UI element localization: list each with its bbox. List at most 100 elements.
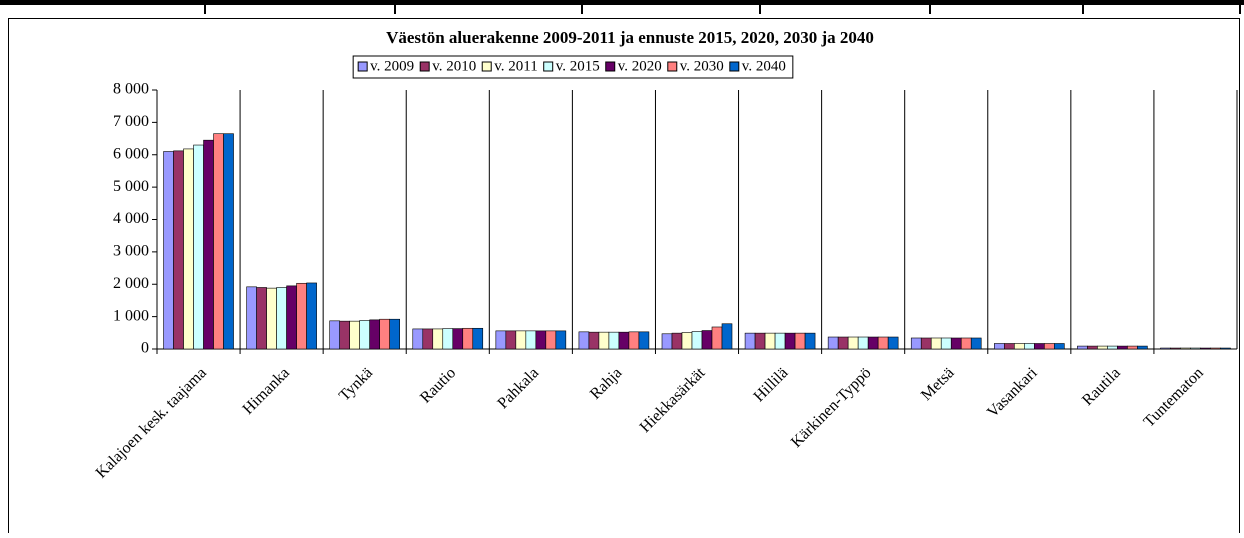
bar — [960, 337, 972, 350]
bar — [472, 327, 484, 350]
bar — [764, 332, 776, 350]
bar — [628, 331, 640, 350]
bar — [711, 326, 723, 350]
bar — [1087, 345, 1098, 350]
bar — [256, 287, 267, 350]
bar — [505, 330, 517, 350]
bar — [1034, 343, 1045, 350]
y-tick-label: 3 000 — [113, 243, 149, 260]
y-tick-label: 8 000 — [113, 81, 149, 98]
legend-box — [352, 55, 794, 79]
bar — [1117, 345, 1128, 350]
bar — [545, 330, 557, 350]
legend-label: v. 2040 — [742, 58, 786, 74]
bar — [827, 336, 839, 350]
bar — [1127, 345, 1138, 350]
chart-title: Väestön aluerakenne 2009-2011 ja ennuste… — [386, 28, 874, 47]
bar — [887, 336, 899, 350]
bar — [588, 331, 600, 350]
bar — [276, 287, 287, 350]
bar — [1077, 345, 1088, 350]
legend-label: v. 2020 — [618, 58, 662, 74]
bar — [266, 287, 277, 350]
bar — [555, 330, 567, 350]
bar — [608, 331, 620, 350]
legend-swatch — [543, 61, 554, 72]
bar — [1170, 347, 1181, 350]
bar — [369, 319, 380, 350]
bar — [877, 336, 889, 350]
bar — [422, 328, 434, 350]
bar — [1137, 345, 1148, 350]
bar — [701, 330, 713, 350]
bar — [223, 133, 234, 350]
bar — [442, 328, 454, 350]
bar — [515, 330, 527, 350]
bar — [847, 336, 859, 350]
bar — [837, 336, 849, 350]
bar — [1024, 343, 1035, 350]
legend-swatch — [729, 61, 740, 72]
bar — [661, 333, 673, 350]
bar — [306, 282, 317, 350]
bar — [1097, 345, 1108, 350]
bar — [339, 320, 350, 350]
y-tick-label: 5 000 — [113, 178, 149, 195]
bar — [452, 328, 464, 350]
legend-label: v. 2030 — [680, 58, 724, 74]
y-tick-label: 0 — [141, 340, 149, 357]
bar — [1190, 347, 1201, 350]
y-tick-label: 4 000 — [113, 210, 149, 227]
bar — [1054, 343, 1065, 350]
y-tick-label: 1 000 — [113, 307, 149, 324]
bar — [950, 337, 962, 350]
bar — [525, 330, 537, 350]
bar — [910, 337, 922, 350]
bar — [1107, 345, 1118, 350]
bar — [940, 337, 952, 350]
bar — [744, 332, 756, 350]
y-tick-label: 7 000 — [113, 113, 149, 130]
bar — [1210, 347, 1221, 350]
bar — [754, 332, 766, 350]
legend-swatch — [357, 61, 368, 72]
bar — [1014, 343, 1025, 350]
bar — [970, 337, 982, 350]
legend-label: v. 2010 — [432, 58, 476, 74]
bar — [794, 332, 806, 350]
bar — [203, 139, 214, 350]
bar — [994, 343, 1005, 350]
bar — [163, 151, 174, 350]
bar — [774, 332, 786, 350]
bar — [721, 323, 733, 350]
bar — [691, 331, 703, 350]
bar — [296, 282, 307, 350]
bar — [1004, 343, 1015, 350]
bar — [920, 337, 932, 350]
legend-swatch — [481, 61, 492, 72]
legend-label: v. 2009 — [370, 58, 414, 74]
bar — [804, 332, 816, 350]
bar — [193, 144, 204, 350]
bar — [432, 328, 444, 350]
bar — [173, 150, 184, 350]
bar — [867, 336, 879, 350]
legend-label: v. 2015 — [556, 58, 600, 74]
bar — [578, 331, 590, 350]
bar — [1160, 347, 1171, 350]
bar — [618, 331, 630, 350]
legend: v. 2009 v. 2010 v. 2011 v. 2015 v. 2020 v. 20… — [352, 55, 794, 79]
bar — [930, 337, 942, 350]
bar — [671, 332, 683, 350]
bar — [1180, 347, 1191, 350]
bar — [784, 332, 796, 350]
bar — [183, 148, 194, 350]
bar — [495, 330, 507, 350]
bar — [681, 332, 693, 350]
legend-swatch — [667, 61, 678, 72]
legend-swatch — [419, 61, 430, 72]
legend-swatch — [605, 61, 616, 72]
legend-label: v. 2011 — [494, 58, 537, 74]
bar — [359, 320, 370, 350]
